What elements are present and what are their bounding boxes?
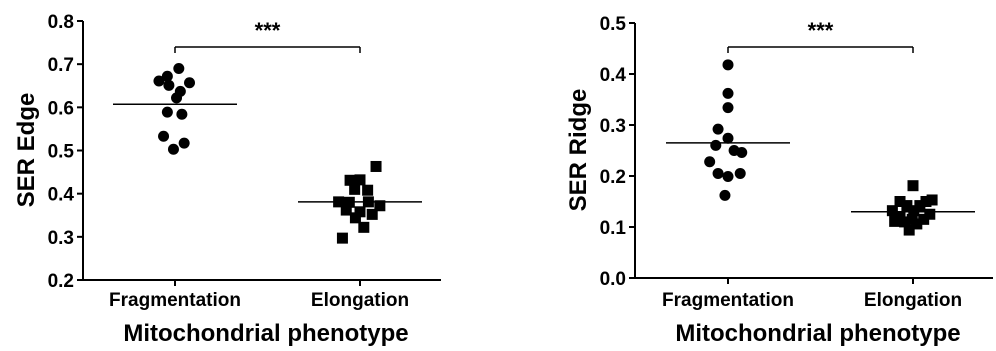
- data-point-square: [374, 200, 386, 212]
- data-point-square: [333, 196, 345, 208]
- data-point-circle: [174, 85, 186, 97]
- data-point-circle: [710, 139, 722, 151]
- x-category-label: Fragmentation: [109, 290, 241, 311]
- x-axis-title: Mitochondrial phenotype: [123, 320, 408, 347]
- data-point-circle: [722, 87, 734, 99]
- data-point-square: [362, 184, 374, 196]
- data-point-square: [354, 206, 366, 218]
- data-point-circle: [734, 167, 746, 179]
- y-tick-label: 0.5: [600, 14, 627, 35]
- data-point-square: [903, 224, 915, 236]
- x-category-label: Elongation: [311, 290, 409, 311]
- y-tick-label: 0.1: [600, 218, 627, 239]
- data-point-square: [889, 215, 901, 227]
- significance-label: ***: [255, 18, 281, 43]
- data-point-circle: [161, 106, 173, 118]
- data-point-square: [901, 200, 913, 212]
- data-point-circle: [163, 79, 175, 91]
- data-point-square: [336, 232, 348, 244]
- data-point-circle: [178, 137, 190, 149]
- data-point-square: [908, 205, 920, 217]
- data-point-square: [918, 213, 930, 225]
- data-point-square: [907, 180, 919, 192]
- data-point-square: [899, 216, 911, 228]
- data-point-square: [349, 183, 361, 195]
- y-tick-label: 0.2: [600, 167, 626, 188]
- data-point-circle: [173, 62, 185, 74]
- y-tick-label: 0.4: [48, 185, 75, 206]
- data-point-circle: [728, 145, 740, 156]
- y-axis-title: SER Ridge: [565, 89, 592, 212]
- y-tick-label: 0.4: [600, 65, 627, 86]
- data-point-square: [344, 174, 356, 186]
- data-point-circle: [167, 143, 179, 155]
- data-point-square: [370, 160, 382, 172]
- data-point-circle: [722, 171, 734, 183]
- data-point-circle: [176, 108, 188, 120]
- data-point-circle: [158, 130, 170, 142]
- data-point-square: [340, 204, 352, 216]
- data-point-circle: [704, 156, 716, 168]
- data-point-circle: [712, 123, 724, 135]
- data-point-square: [343, 196, 355, 208]
- y-tick-label: 0.8: [48, 12, 74, 33]
- data-point-circle: [719, 189, 731, 201]
- data-point-square: [366, 208, 378, 220]
- y-tick-label: 0.0: [600, 269, 626, 290]
- y-tick-label: 0.6: [48, 98, 74, 119]
- y-tick-label: 0.5: [48, 142, 75, 163]
- data-point-circle: [722, 59, 734, 71]
- x-category-label: Elongation: [864, 290, 962, 311]
- y-axis-title: SER Edge: [13, 93, 40, 208]
- data-point-circle: [153, 75, 165, 87]
- data-point-square: [911, 218, 923, 230]
- data-point-square: [362, 196, 374, 208]
- data-point-square: [358, 221, 370, 233]
- data-point-square: [920, 196, 932, 207]
- data-point-circle: [184, 77, 196, 89]
- x-category-label: Fragmentation: [662, 290, 794, 311]
- y-tick-label: 0.3: [48, 228, 74, 249]
- y-tick-label: 0.3: [600, 116, 626, 137]
- data-point-square: [926, 194, 938, 206]
- data-point-square: [349, 212, 361, 224]
- data-point-square: [354, 174, 366, 186]
- data-point-circle: [712, 167, 724, 179]
- y-tick-label: 0.7: [48, 55, 74, 76]
- data-point-square: [924, 208, 936, 220]
- data-point-circle: [722, 102, 734, 114]
- data-point-square: [914, 200, 926, 212]
- data-point-square: [894, 196, 906, 207]
- data-point-circle: [722, 132, 734, 144]
- y-tick-label: 0.2: [48, 271, 74, 292]
- data-point-square: [886, 205, 898, 217]
- data-point-circle: [161, 70, 173, 82]
- x-axis-title: Mitochondrial phenotype: [675, 320, 960, 347]
- significance-label: ***: [808, 18, 834, 43]
